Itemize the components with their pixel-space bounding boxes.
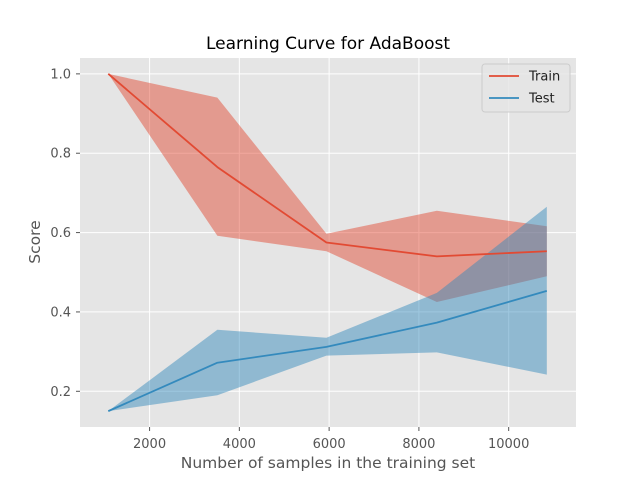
x-tick-label: 6000 bbox=[313, 437, 346, 452]
x-tick-label: 8000 bbox=[402, 437, 435, 452]
x-tick-label: 10000 bbox=[488, 437, 529, 452]
y-axis-ticks: 0.2 0.4 0.6 0.8 1.0 bbox=[50, 67, 80, 400]
band-train bbox=[108, 73, 547, 303]
band-test bbox=[108, 206, 547, 412]
y-axis-label: Score bbox=[26, 220, 44, 263]
y-tick-label: 0.4 bbox=[50, 305, 71, 320]
x-tick-label: 2000 bbox=[133, 437, 166, 452]
y-tick-label: 0.6 bbox=[50, 226, 71, 241]
confidence-bands bbox=[108, 73, 547, 412]
y-tick-label: 0.8 bbox=[50, 147, 71, 162]
x-tick-label: 4000 bbox=[223, 437, 256, 452]
y-tick-label: 0.2 bbox=[50, 385, 71, 400]
x-axis-label: Number of samples in the training set bbox=[181, 454, 476, 472]
series-lines bbox=[107, 73, 548, 412]
y-tick-label: 1.0 bbox=[50, 67, 71, 82]
legend: Train Test bbox=[481, 63, 571, 113]
legend-label-train: Train bbox=[528, 70, 560, 85]
x-axis-ticks: 2000 4000 6000 8000 10000 bbox=[133, 427, 529, 452]
series-line-train bbox=[107, 73, 547, 258]
legend-label-test: Test bbox=[528, 92, 555, 107]
chart-title: Learning Curve for AdaBoost bbox=[206, 34, 450, 54]
series-line-test bbox=[107, 290, 548, 412]
